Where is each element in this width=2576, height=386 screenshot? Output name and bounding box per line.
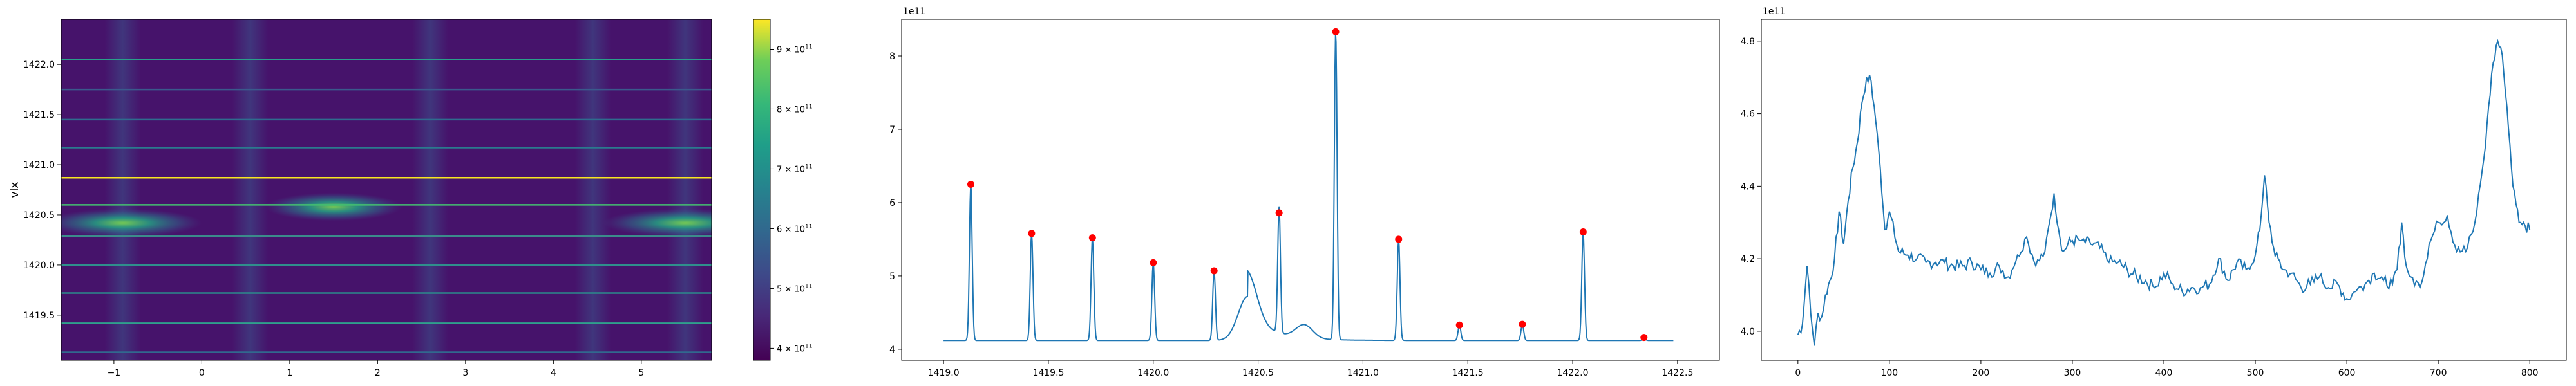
spectrum-x-ticks: 0 100 200 300 400 500 600 700 800 — [1795, 360, 2539, 378]
spectrum-offset-label: 1e11 — [1763, 6, 1785, 17]
peak-marker — [967, 180, 974, 188]
peak-marker — [1579, 228, 1587, 236]
peak-marker — [1210, 267, 1218, 275]
heatmap-x-ticks: −1 0 1 2 3 4 5 — [108, 360, 644, 378]
peaks-y-ticks: 4 5 6 7 8 — [889, 51, 902, 355]
spectrum-y-tick-label: 4.0 — [1741, 327, 1755, 337]
peaks-x-tick-label: 1420.5 — [1242, 368, 1274, 378]
peak-marker — [1395, 235, 1403, 243]
heatmap-hot-spots — [61, 192, 712, 237]
heatmap-x-tick-label: 2 — [375, 368, 381, 378]
peak-marker — [1455, 321, 1463, 329]
heatmap-vertical-band — [104, 19, 141, 360]
colorbar-tick-label: 7 × 1011 — [777, 163, 812, 174]
heatmap-hot-spot — [265, 192, 402, 221]
heatmap-bands — [104, 19, 704, 360]
heatmap-y-tick-label: 1421.0 — [23, 160, 55, 170]
spectrum-x-tick-label: 200 — [1973, 368, 1990, 378]
spectrum-y-tick-label: 4.2 — [1741, 254, 1755, 264]
spectrum-panel: 1e11 0 100 200 300 400 500 600 700 800 4.0 4.2 4.4… — [1741, 6, 2567, 378]
peak-marker — [1088, 234, 1096, 242]
spectrum-y-ticks: 4.0 4.2 4.4 4.6 4.8 — [1741, 37, 1761, 337]
heatmap-x-tick-label: 4 — [551, 368, 556, 378]
spectrum-y-tick-label: 4.6 — [1741, 109, 1755, 120]
colorbar-tick-label: 8 × 1011 — [777, 104, 812, 115]
heatmap-y-ticks: 1419.5 1420.0 1420.5 1421.0 1421.5 1422.0 — [23, 60, 61, 321]
peaks-x-ticks: 1419.0 1419.5 1420.0 1420.5 1421.0 1421.5 1422… — [928, 360, 1693, 378]
heatmap-background — [61, 19, 712, 360]
peaks-y-tick-label: 6 — [889, 198, 895, 208]
peaks-markers — [967, 28, 1648, 342]
peak-marker — [1519, 320, 1526, 328]
peaks-x-tick-label: 1422.5 — [1662, 368, 1693, 378]
heatmap-x-tick-label: 1 — [287, 368, 292, 378]
peak-marker — [1640, 334, 1648, 342]
colorbar: 4 × 1011 5 × 1011 6 × 1011 7 × 1011 8 × 1011… — [753, 19, 812, 361]
spectrum-frame — [1761, 19, 2567, 361]
colorbar-tick-label: 6 × 1011 — [777, 223, 812, 234]
heatmap-vertical-band — [667, 19, 704, 360]
heatmap-x-tick-label: 3 — [462, 368, 468, 378]
heatmap-vertical-band — [412, 19, 449, 360]
spectrum-x-tick-label: 100 — [1880, 368, 1898, 378]
heatmap-x-tick-label: 5 — [638, 368, 644, 378]
peaks-y-tick-label: 8 — [889, 51, 895, 62]
peaks-x-tick-label: 1421.0 — [1347, 368, 1379, 378]
peaks-x-tick-label: 1419.0 — [928, 368, 960, 378]
colorbar-tick-label: 5 × 1011 — [777, 283, 812, 294]
peaks-offset-label: 1e11 — [903, 6, 925, 17]
peaks-x-tick-label: 1421.5 — [1452, 368, 1484, 378]
heatmap-hot-spot — [61, 208, 202, 237]
spectrum-x-tick-label: 300 — [2064, 368, 2081, 378]
heatmap-frame — [61, 19, 712, 361]
peak-marker — [1332, 28, 1340, 35]
peak-marker — [1275, 209, 1283, 217]
peak-marker — [1150, 259, 1157, 266]
colorbar-tick-label: 9 × 1011 — [777, 44, 812, 55]
colorbar-tick-label: 4 × 1011 — [777, 343, 812, 354]
peaks-panel: 1e11 1419.0 1419.5 1420.0 1420.5 1421.0 1421.… — [889, 6, 1720, 378]
spectrum-x-tick-label: 0 — [1795, 368, 1801, 378]
peaks-x-tick-label: 1420.0 — [1137, 368, 1169, 378]
peaks-x-tick-label: 1419.5 — [1032, 368, 1064, 378]
spectrum-x-tick-label: 700 — [2430, 368, 2447, 378]
heatmap-panel: −1 0 1 2 3 4 5 1419.51420.01420.51421.01421.51… — [8, 19, 712, 378]
peaks-series-line — [943, 33, 1674, 342]
spectrum-series-line — [1797, 39, 2531, 346]
peaks-y-tick-label: 4 — [889, 345, 895, 355]
heatmap-y-tick-label: 1420.0 — [23, 261, 55, 271]
peak-marker — [1028, 230, 1036, 237]
colorbar-ticks: 4 × 1011 5 × 1011 6 × 1011 7 × 1011 8 × 1011… — [770, 44, 812, 354]
peaks-y-tick-label: 5 — [889, 271, 895, 282]
spectrum-y-tick-label: 4.8 — [1741, 37, 1755, 47]
spectrum-y-tick-label: 4.4 — [1741, 181, 1755, 192]
heatmap-y-tick-label: 1422.0 — [23, 60, 55, 70]
heatmap-lines — [61, 59, 712, 353]
heatmap-hot-spot — [603, 208, 712, 237]
peaks-frame — [901, 19, 1720, 361]
heatmap-vertical-band — [232, 19, 269, 360]
heatmap-y-tick-label: 1421.5 — [23, 110, 55, 120]
spectrum-x-tick-label: 600 — [2338, 368, 2356, 378]
peaks-y-tick-label: 7 — [889, 125, 895, 135]
heatmap-x-tick-label: −1 — [108, 368, 121, 378]
heatmap-x-tick-label: 0 — [199, 368, 205, 378]
spectrum-x-tick-label: 500 — [2247, 368, 2264, 378]
peaks-x-tick-label: 1422.0 — [1557, 368, 1589, 378]
heatmap-y-axis-label: vlx — [8, 182, 21, 198]
spectrum-x-tick-label: 400 — [2155, 368, 2173, 378]
colorbar-gradient — [753, 19, 771, 361]
heatmap-vertical-band — [574, 19, 611, 360]
heatmap-y-tick-label: 1420.5 — [23, 210, 55, 221]
heatmap-y-tick-label: 1419.5 — [23, 311, 55, 321]
spectrum-x-tick-label: 800 — [2521, 368, 2539, 378]
